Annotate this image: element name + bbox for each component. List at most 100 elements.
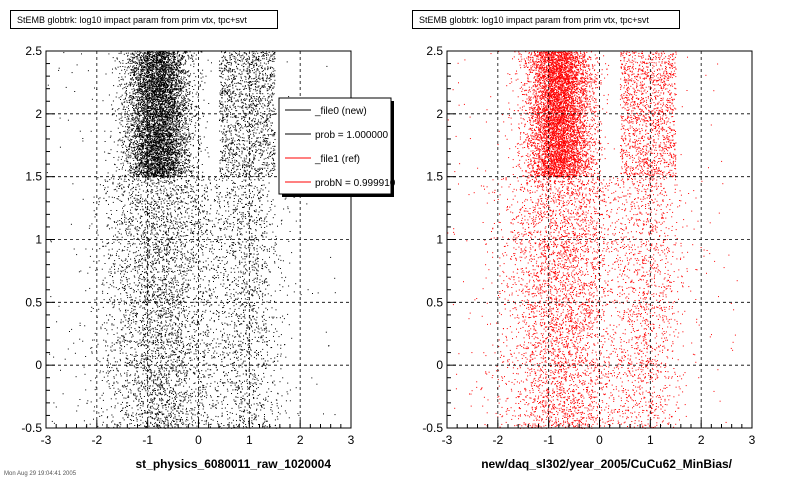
left-scatter-point [254,374,256,376]
left-scatter-point [162,279,164,281]
left-scatter-point [193,383,195,384]
left-scatter-point [236,386,238,388]
left-scatter-point [272,217,274,219]
left-scatter-point [205,391,207,393]
left-scatter-point [169,295,171,297]
left-scatter-point [178,407,179,409]
left-scatter-point [180,235,182,237]
left-scatter-point [262,424,264,426]
left-scatter-point [160,418,162,420]
left-scatter-point [229,223,231,225]
left-scatter-point [245,180,247,182]
left-scatter-point [257,288,258,289]
left-scatter-point [252,315,254,317]
left-scatter-point [262,236,264,238]
left-scatter-point [186,348,188,350]
left-scatter-point [166,200,168,202]
left-scatter-point [148,367,150,369]
left-scatter-point [180,417,182,418]
left-scatter-point [176,296,178,298]
left-scatter-point [110,273,112,274]
left-scatter-point [183,310,185,312]
left-scatter-point [151,355,153,357]
left-scatter-point [140,241,142,242]
left-scatter-point [219,200,221,202]
left-scatter-point [246,255,248,257]
left-scatter-point [144,412,145,414]
left-scatter-point [137,272,139,274]
left-scatter-point [236,325,238,327]
left-scatter-point [155,268,157,270]
left-scatter-point [199,402,201,404]
left-scatter-point [147,240,149,242]
left-scatter-point [182,201,184,203]
left-scatter-point [252,269,254,271]
left-scatter-point [235,298,237,300]
left-scatter-point [173,406,175,407]
left-scatter-point [242,276,244,277]
left-scatter-point [177,356,179,358]
left-scatter-point [169,299,170,301]
left-scatter-point [168,341,170,343]
left-scatter-point [236,314,238,316]
left-scatter-point [143,307,145,309]
left-scatter-point [243,426,244,428]
left-scatter-point [227,177,229,179]
left-scatter-point [235,265,237,267]
left-scatter-point [130,312,132,314]
left-scatter-point [206,417,208,419]
left-scatter-point [136,291,137,293]
left-scatter-point [152,295,153,297]
left-scatter-point [99,397,101,399]
left-scatter-point [256,281,258,283]
left-scatter-point [211,244,213,246]
left-scatter-point [270,409,272,411]
left-scatter-point [252,316,254,318]
left-scatter-point [184,398,186,400]
left-scatter-point [152,275,154,277]
left-scatter-point [171,195,173,197]
left-scatter-point [147,381,149,383]
left-scatter-point [201,185,203,187]
left-scatter-point [163,210,165,212]
left-scatter-point [264,328,266,330]
left-scatter-point [131,354,133,356]
left-scatter-point [133,365,135,367]
left-scatter-point [218,178,220,180]
left-scatter-point [172,351,174,353]
left-scatter-point [111,324,113,326]
left-scatter-point [213,275,215,277]
left-scatter-point [179,186,181,188]
left-scatter-point [157,211,159,213]
left-scatter-point [157,194,159,196]
left-scatter-point [193,319,195,321]
left-scatter-point [195,221,197,223]
left-scatter-point [188,207,190,209]
left-scatter-point [105,341,107,343]
left-scatter-point [189,221,191,223]
left-scatter-point [146,384,148,386]
left-scatter-point [187,250,189,252]
left-scatter-point [108,242,110,244]
left-scatter-point [138,266,140,268]
left-scatter-point [241,401,243,403]
left-scatter-point [152,424,153,426]
left-scatter-point [233,424,235,426]
left-scatter-point [249,322,251,324]
left-scatter-point [161,374,163,376]
left-scatter-point [122,417,124,419]
left-scatter-point [138,250,140,252]
left-scatter-point [249,306,251,308]
left-scatter-point [263,328,265,330]
left-scatter-point [235,376,237,378]
left-scatter-point [242,214,244,216]
left-scatter-point [240,332,242,334]
left-scatter-point [185,192,187,194]
left-scatter-point [105,193,107,195]
left-scatter-point [167,180,169,182]
left-scatter-point [249,253,251,255]
left-scatter-point [141,354,143,356]
left-scatter-point [170,414,172,416]
left-scatter-point [191,388,193,390]
left-scatter-point [261,316,263,318]
